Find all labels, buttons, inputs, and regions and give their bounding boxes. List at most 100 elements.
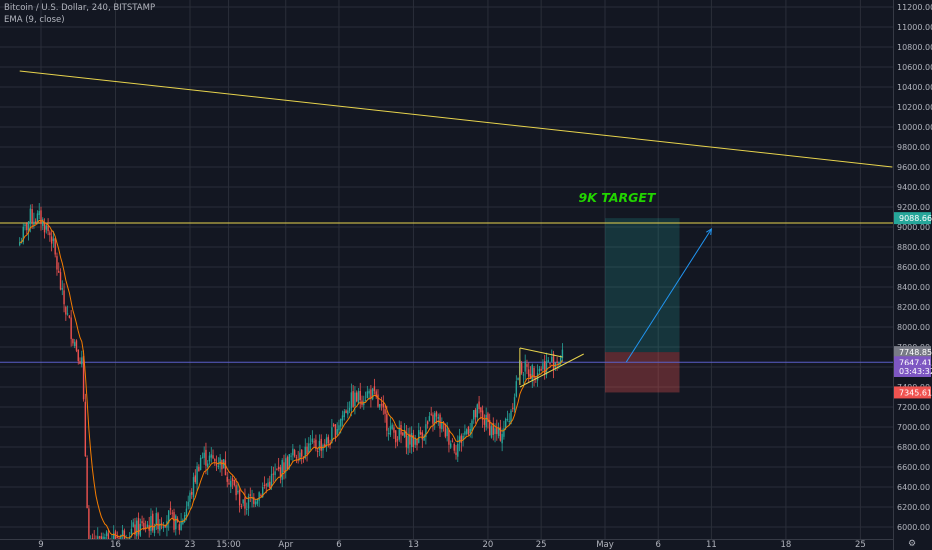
candle-body: [453, 443, 455, 451]
candle-body: [515, 381, 518, 397]
candle-body: [318, 441, 321, 450]
candle-body: [222, 459, 225, 469]
candle-body: [146, 524, 149, 527]
candle-body: [226, 476, 228, 482]
candle-body: [187, 501, 189, 507]
candle-body: [102, 536, 104, 539]
candle-body: [528, 369, 530, 377]
candle-body: [483, 420, 486, 425]
candle-body: [478, 401, 480, 410]
candle-body: [118, 537, 120, 539]
candle-body: [246, 508, 248, 510]
candle-body: [552, 353, 555, 370]
candle-body: [331, 427, 333, 444]
candle-body: [217, 465, 220, 468]
candle-body: [214, 459, 216, 462]
candle-body: [201, 457, 204, 459]
candle-body: [492, 423, 494, 435]
settings-icon[interactable]: ⚙: [908, 539, 916, 549]
candle-body: [91, 538, 94, 539]
candle-body: [469, 428, 471, 434]
candle-body: [178, 524, 181, 531]
candle-body: [208, 455, 211, 462]
candle-body: [123, 530, 126, 539]
candle-body: [345, 410, 347, 414]
candle-body: [409, 434, 411, 445]
candle-body: [95, 542, 96, 546]
candles: [19, 203, 564, 546]
candle-body: [343, 411, 345, 418]
candle-body: [348, 407, 351, 411]
price-tick-label: 6200.00: [897, 503, 930, 512]
candle-body: [460, 435, 463, 443]
candle-body: [279, 467, 282, 478]
candle-body: [293, 449, 296, 457]
candle-body: [485, 414, 487, 428]
candle-body: [61, 288, 63, 290]
candle-body: [536, 372, 539, 381]
candle-body: [308, 443, 310, 453]
candle-body: [107, 533, 110, 539]
candle-body: [59, 272, 62, 290]
candle-body: [432, 414, 434, 424]
candle-body: [311, 438, 314, 443]
candle-body: [244, 497, 246, 509]
candle-body: [247, 496, 250, 509]
candle-body: [210, 454, 212, 458]
candle-body: [371, 388, 374, 400]
candle-body: [435, 411, 438, 417]
candle-body: [281, 460, 283, 480]
candle-body: [130, 528, 133, 535]
candle-body: [306, 446, 308, 455]
candle-body: [224, 460, 227, 476]
candle-body: [473, 410, 475, 420]
candle-body: [24, 224, 26, 226]
candle-body: [324, 443, 326, 447]
price-label: 7345.61: [899, 388, 932, 397]
price-tick-label: 8400.00: [897, 283, 930, 292]
candle-body: [471, 420, 473, 432]
candle-body: [162, 526, 165, 528]
candle-body: [137, 518, 140, 535]
price-label-box: [894, 365, 931, 377]
candle-body: [510, 410, 512, 424]
candle-body: [379, 404, 381, 408]
candle-body: [290, 455, 292, 457]
candle-body: [421, 432, 424, 440]
candle-body: [143, 522, 145, 530]
candle-body: [517, 378, 519, 380]
time-tick-label: 6: [336, 540, 341, 550]
candle-body: [269, 481, 271, 488]
price-tick-label: 9400.00: [897, 183, 930, 192]
candle-body: [448, 429, 450, 445]
candle-body: [167, 510, 170, 524]
candle-body: [359, 391, 361, 401]
candle-body: [387, 432, 390, 434]
candle-body: [522, 374, 525, 376]
candle-body: [27, 221, 30, 233]
symbol-legend: Bitcoin / U.S. Dollar, 240, BITSTAMP: [4, 3, 156, 13]
time-tick-label: 6: [655, 540, 660, 550]
candle-body: [56, 256, 58, 270]
triangle-upper-line: [519, 347, 563, 358]
candle-body: [205, 449, 207, 466]
candle-body: [481, 410, 484, 420]
price-tick-label: 6800.00: [897, 443, 930, 452]
candle-body: [277, 466, 280, 469]
candle-body: [164, 525, 166, 528]
candle-body: [398, 427, 400, 440]
candle-body: [144, 527, 147, 529]
candle-body: [451, 440, 454, 442]
candle-body: [418, 430, 420, 443]
ema-line: [19, 219, 563, 539]
candle-body: [175, 515, 177, 530]
candle-body: [47, 225, 49, 232]
candle-body: [508, 420, 510, 422]
candle-body: [320, 438, 322, 451]
candle-body: [72, 338, 74, 344]
candle-body: [150, 516, 152, 532]
candle-body: [430, 413, 432, 415]
candle-body: [116, 536, 118, 538]
candle-body: [270, 474, 273, 487]
